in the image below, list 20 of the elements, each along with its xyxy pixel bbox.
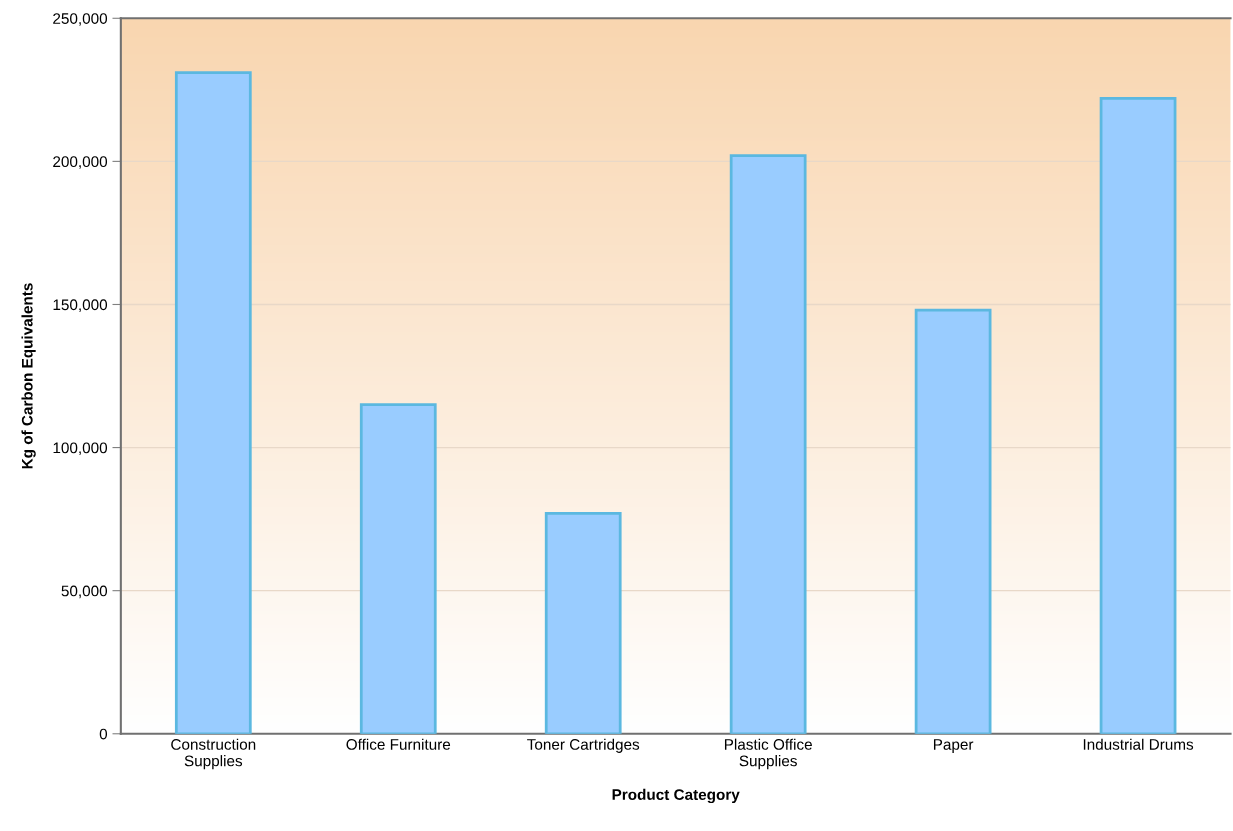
bar xyxy=(359,403,437,734)
x-tick-label: Construction Supplies xyxy=(171,738,256,770)
bar xyxy=(174,71,252,734)
bar xyxy=(544,512,622,734)
bar xyxy=(729,154,807,734)
y-tick-label: 100,000 xyxy=(53,442,108,456)
bar xyxy=(914,308,992,734)
x-tick-label: Plastic Office Supplies xyxy=(724,738,812,770)
x-tick-label: Paper xyxy=(933,739,974,753)
y-tick-label: 0 xyxy=(99,728,108,740)
y-axis-title: Kg of Carbon Equivalents xyxy=(21,283,36,469)
x-tick-label: Toner Cartridges xyxy=(527,738,640,753)
x-tick-label: Office Furniture xyxy=(346,738,451,750)
y-tick-label: 50,000 xyxy=(61,585,108,599)
y-tick-label: 150,000 xyxy=(53,299,108,312)
y-tick-label: 250,000 xyxy=(53,13,108,26)
y-tick-label: 200,000 xyxy=(53,156,108,169)
x-tick-label: Industrial Drums xyxy=(1083,738,1194,750)
bar xyxy=(1099,97,1177,734)
x-axis-title: Product Category xyxy=(612,788,740,804)
